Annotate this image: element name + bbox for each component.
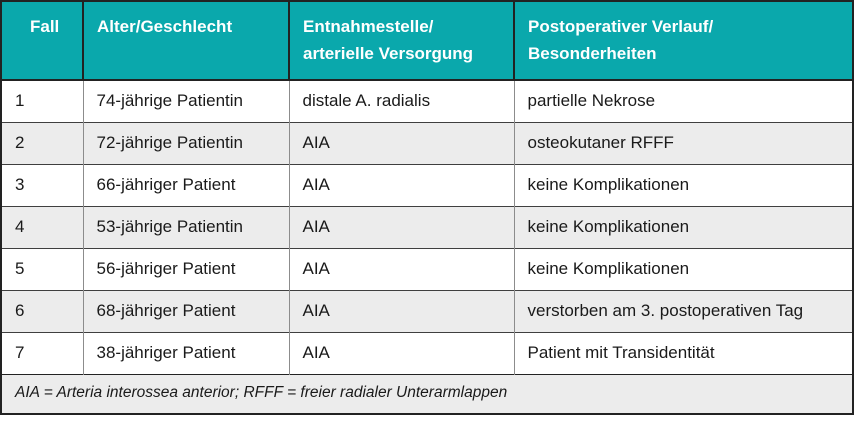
cell-fall: 6 (1, 289, 83, 332)
table-row-4: 4 53-jährige Patientin AIA keine Komplik… (1, 205, 853, 248)
cell-verlauf: keine Komplikationen (513, 163, 853, 206)
column-header-entnahmestelle: Entnahmestelle/ arterielle Versorgung (288, 1, 514, 81)
cell-alter-geschlecht: 74-jährige Patientin (82, 79, 289, 122)
cell-verlauf: keine Komplikationen (513, 247, 853, 290)
table-row-1: 1 74-jährige Patientin distale A. radial… (1, 79, 853, 122)
column-header-verlauf: Postoperativer Verlauf/ Besonderheiten (513, 1, 853, 81)
table-body: 1 74-jährige Patientin distale A. radial… (1, 79, 853, 414)
cell-fall: 2 (1, 121, 83, 164)
table-row-5: 5 56-jähriger Patient AIA keine Komplika… (1, 247, 853, 290)
column-header-entnahmestelle-line2: arterielle Versorgung (303, 44, 474, 63)
table-row-6: 6 68-jähriger Patient AIA verstorben am … (1, 289, 853, 332)
cell-fall: 4 (1, 205, 83, 248)
cell-entnahmestelle: AIA (288, 163, 514, 206)
column-header-alter-geschlecht-label: Alter/Geschlecht (97, 17, 233, 36)
cell-verlauf: Patient mit Transidentität (513, 331, 853, 374)
column-header-entnahmestelle-line1: Entnahmestelle/ (303, 17, 434, 36)
column-header-fall: Fall (1, 1, 83, 81)
cases-table: Fall Alter/Geschlecht Entnahmestelle/ ar… (0, 0, 854, 415)
cell-entnahmestelle: AIA (288, 205, 514, 248)
cell-fall: 7 (1, 331, 83, 374)
cell-alter-geschlecht: 66-jähriger Patient (82, 163, 289, 206)
cell-verlauf: osteokutaner RFFF (513, 121, 853, 164)
column-header-verlauf-line2: Besonderheiten (528, 44, 657, 63)
cell-verlauf: verstorben am 3. postoperativen Tag (513, 289, 853, 332)
cell-verlauf: keine Komplikationen (513, 205, 853, 248)
cell-alter-geschlecht: 72-jährige Patientin (82, 121, 289, 164)
cell-alter-geschlecht: 56-jähriger Patient (82, 247, 289, 290)
table-footnote: AIA = Arteria interossea anterior; RFFF … (1, 373, 853, 414)
header-row: Fall Alter/Geschlecht Entnahmestelle/ ar… (1, 1, 853, 81)
cell-fall: 5 (1, 247, 83, 290)
cell-entnahmestelle: AIA (288, 121, 514, 164)
column-header-alter-geschlecht: Alter/Geschlecht (82, 1, 289, 81)
cases-table-figure: Fall Alter/Geschlecht Entnahmestelle/ ar… (0, 0, 854, 415)
column-header-verlauf-line1: Postoperativer Verlauf/ (528, 17, 714, 36)
cell-fall: 1 (1, 79, 83, 122)
cell-alter-geschlecht: 53-jährige Patientin (82, 205, 289, 248)
cell-entnahmestelle: distale A. radialis (288, 79, 514, 122)
cell-verlauf: partielle Nekrose (513, 79, 853, 122)
footnote-row: AIA = Arteria interossea anterior; RFFF … (1, 373, 853, 414)
cell-alter-geschlecht: 68-jähriger Patient (82, 289, 289, 332)
cell-entnahmestelle: AIA (288, 247, 514, 290)
column-header-fall-label: Fall (30, 17, 60, 36)
cell-fall: 3 (1, 163, 83, 206)
table-header: Fall Alter/Geschlecht Entnahmestelle/ ar… (1, 1, 853, 81)
cell-entnahmestelle: AIA (288, 289, 514, 332)
table-row-3: 3 66-jähriger Patient AIA keine Komplika… (1, 163, 853, 206)
table-row-7: 7 38-jähriger Patient AIA Patient mit Tr… (1, 331, 853, 374)
cell-entnahmestelle: AIA (288, 331, 514, 374)
table-row-2: 2 72-jährige Patientin AIA osteokutaner … (1, 121, 853, 164)
cell-alter-geschlecht: 38-jähriger Patient (82, 331, 289, 374)
